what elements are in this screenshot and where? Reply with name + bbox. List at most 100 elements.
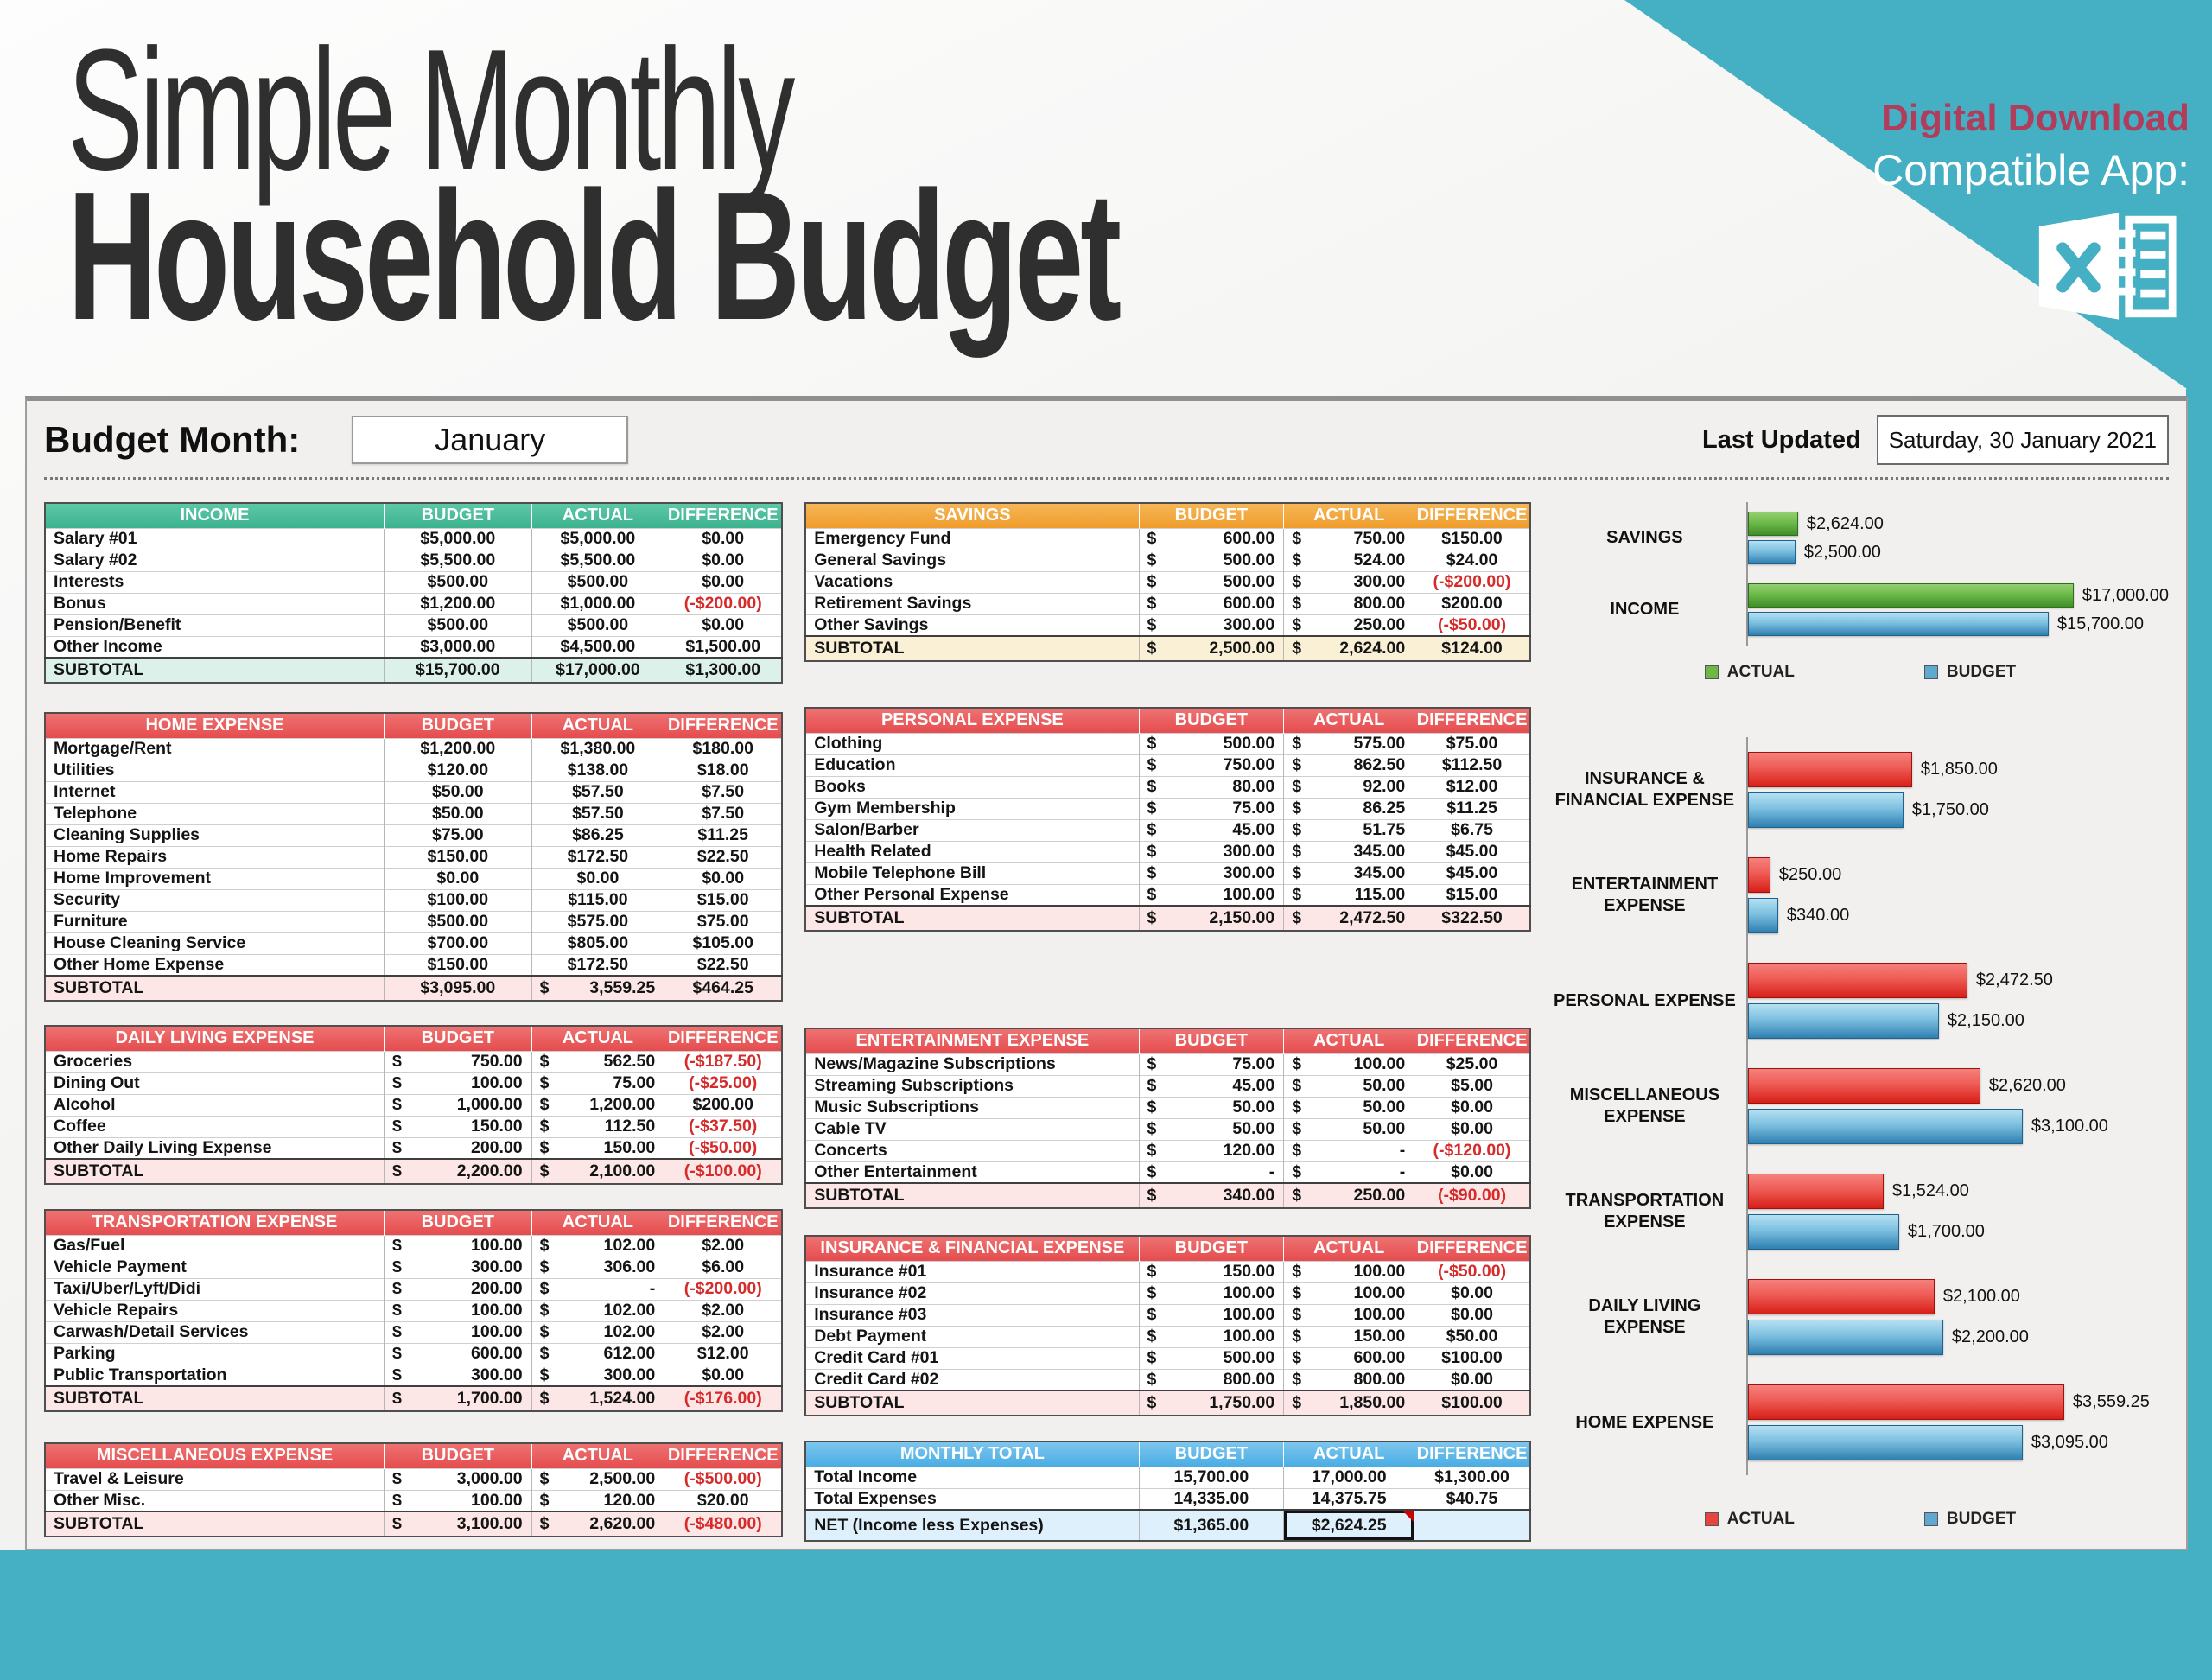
- table-row: SUBTOTAL $2,150.00 $2,472.50 $322.50: [805, 906, 1530, 931]
- actual-bar: [1747, 1068, 1980, 1104]
- row-label: Pension/Benefit: [54, 615, 181, 634]
- chart-category-label: PERSONAL EXPENSE: [1553, 990, 1736, 1010]
- actual-cell: $ -: [1283, 1161, 1414, 1183]
- amount: 1,850.00: [1339, 1393, 1406, 1412]
- currency-symbol: $: [391, 1344, 402, 1363]
- budget-cell: $50.00: [383, 781, 532, 803]
- budget-cell: $500.00: [383, 614, 532, 636]
- currency-symbol: $: [539, 1052, 550, 1071]
- difference-cell: (-$200.00): [664, 593, 783, 614]
- chart-category-row: TRANSPORTATION EXPENSE $1,524.00 $1,700.00: [1552, 1159, 2169, 1264]
- table-row: Music Subscriptions $50.00 $50.00 $0.00: [805, 1097, 1530, 1118]
- difference-cell: $22.50: [664, 954, 783, 976]
- budget-cell: 15,700.00: [1138, 1467, 1284, 1488]
- currency-symbol: $: [539, 1236, 550, 1255]
- table-title: PERSONAL EXPENSE: [805, 708, 1140, 733]
- budget-cell: $750.00: [1138, 754, 1284, 776]
- chart-category-label: DAILY LIVING EXPENSE: [1588, 1296, 1701, 1337]
- row-label: Bonus: [54, 594, 106, 613]
- net-actual-cell: $2,624.25: [1283, 1510, 1414, 1541]
- amount: 150.00: [603, 1137, 656, 1157]
- table-row: Credit Card #02 $800.00 $800.00 $0.00: [805, 1369, 1530, 1390]
- difference-cell: $7.50: [664, 803, 783, 824]
- budget-cell: $500.00: [1138, 550, 1284, 571]
- difference-cell: $180.00: [664, 738, 783, 760]
- bar-value-label: $1,750.00: [1911, 800, 1989, 819]
- currency-symbol: $: [1292, 1393, 1302, 1412]
- budget-cell: $3,100.00: [383, 1511, 532, 1537]
- difference-cell: $75.00: [1414, 733, 1530, 754]
- currency-symbol: $: [391, 1073, 402, 1092]
- actual-cell: $345.00: [1283, 841, 1414, 862]
- actual-cell: $115.00: [531, 889, 664, 911]
- currency-symbol: $: [1292, 884, 1302, 904]
- actual-cell: $1,850.00: [1283, 1390, 1414, 1416]
- difference-cell: $0.00: [1414, 1369, 1530, 1390]
- row-label: Internet: [54, 782, 116, 801]
- row-label: House Cleaning Service: [54, 933, 246, 952]
- difference-cell: $15.00: [664, 889, 783, 911]
- table-header-row: INCOME BUDGET ACTUAL DIFFERENCE: [45, 503, 783, 528]
- amount: 340.00: [1223, 1186, 1275, 1205]
- amount: 2,150.00: [1209, 908, 1275, 927]
- difference-cell: $6.00: [664, 1257, 783, 1278]
- budget-cell: $50.00: [1138, 1118, 1284, 1140]
- difference-cell: (-$200.00): [664, 1278, 783, 1300]
- actual-bar: [1747, 857, 1770, 893]
- row-label: SUBTOTAL: [814, 1393, 905, 1412]
- actual-cell: 17,000.00: [1283, 1467, 1414, 1488]
- row-label: General Savings: [814, 550, 947, 570]
- difference-cell: $75.00: [664, 911, 783, 932]
- budget-cell: $100.00: [383, 889, 532, 911]
- difference-cell: $18.00: [664, 760, 783, 781]
- row-label: SUBTOTAL: [54, 978, 144, 997]
- currency-symbol: $: [1147, 1369, 1157, 1389]
- last-updated-input[interactable]: Saturday, 30 January 2021: [1876, 415, 2169, 465]
- difference-cell: $2.00: [664, 1300, 783, 1321]
- legend-label: ACTUAL: [1726, 663, 1795, 681]
- actual-cell: $100.00: [1283, 1282, 1414, 1304]
- table-row: Interests $500.00 $500.00 $0.00: [45, 571, 783, 593]
- currency-symbol: $: [1147, 1327, 1157, 1346]
- table-row: SUBTOTAL $2,500.00 $2,624.00 $124.00: [805, 636, 1530, 661]
- chart-bars: $2,472.50 $2,150.00: [1745, 948, 2169, 1053]
- budget-bar: [1747, 1320, 1943, 1355]
- budget-cell: $100.00: [383, 1300, 532, 1321]
- actual-cell: $4,500.00: [531, 636, 664, 658]
- chart-category-row: INCOME $17,000.00 $15,700.00: [1552, 574, 2169, 646]
- misc-table: MISCELLANEOUS EXPENSE BUDGET ACTUAL DIFFERE…: [44, 1442, 784, 1537]
- budget-bar: [1747, 1109, 2023, 1144]
- chart-bars: $17,000.00 $15,700.00: [1745, 574, 2169, 646]
- amount: 1,200.00: [589, 1095, 656, 1114]
- amount: 150.00: [1353, 1327, 1406, 1346]
- amount: 600.00: [470, 1344, 523, 1363]
- budget-cell: $300.00: [1138, 614, 1284, 636]
- chart-category-row: PERSONAL EXPENSE $2,472.50 $2,150.00: [1552, 948, 2169, 1053]
- difference-cell: $50.00: [1414, 1326, 1530, 1347]
- column-header: DIFFERENCE: [664, 1026, 783, 1051]
- budget-sheet: Budget Month: January Last Updated Satur…: [25, 396, 2188, 1550]
- legend-item: BUDGET: [1923, 1510, 2016, 1529]
- difference-cell: $0.00: [664, 614, 783, 636]
- difference-cell: (-$50.00): [1414, 614, 1530, 636]
- budget-cell: $3,095.00: [383, 976, 532, 1001]
- row-label: Salary #01: [54, 529, 137, 548]
- currency-symbol: $: [1147, 639, 1157, 658]
- currency-symbol: $: [1292, 594, 1302, 613]
- currency-symbol: $: [539, 1365, 550, 1384]
- bar-value-label: $3,559.25: [2072, 1392, 2150, 1411]
- row-label: Coffee: [54, 1117, 106, 1136]
- difference-cell: $20.00: [664, 1490, 783, 1511]
- budget-month-input[interactable]: January: [352, 416, 629, 464]
- currency-symbol: $: [1147, 1054, 1157, 1073]
- budget-cell: 14,335.00: [1138, 1488, 1284, 1510]
- chart-bars: $1,524.00 $1,700.00: [1745, 1159, 2169, 1264]
- difference-cell: (-$100.00): [664, 1159, 783, 1184]
- difference-cell: (-$480.00): [664, 1511, 783, 1537]
- table-row: Health Related $300.00 $345.00 $45.00: [805, 841, 1530, 862]
- tables-column-middle: SAVINGS BUDGET ACTUAL DIFFERENCE Emergency F…: [804, 502, 1531, 1542]
- currency-symbol: $: [1147, 1161, 1157, 1181]
- table-row: Other Personal Expense $100.00 $115.00 $15.…: [805, 884, 1530, 906]
- amount: 102.00: [603, 1301, 656, 1320]
- column-header: ACTUAL: [531, 1210, 664, 1235]
